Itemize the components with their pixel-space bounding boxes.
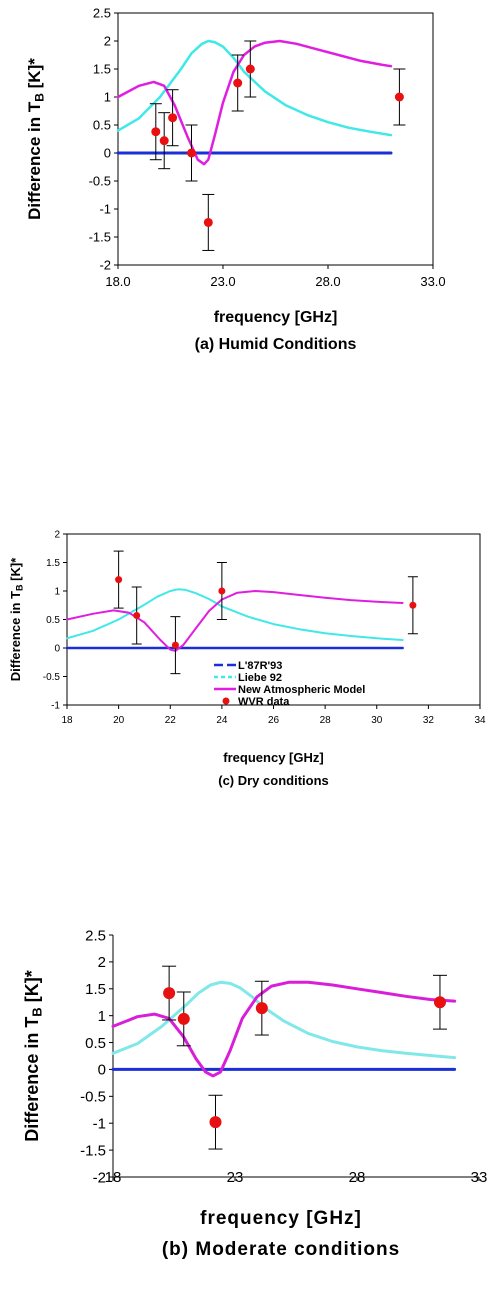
y-axis-label-tail: [K]* [8, 557, 23, 585]
y-tick-label: -0.5 [80, 1089, 106, 1106]
series-line-nam [66, 590, 404, 652]
wvr-point [218, 587, 226, 595]
wvr-point [255, 1002, 268, 1015]
x-tick-label: 18.0 [105, 274, 130, 289]
legend-label-lrr: L'87R'93 [238, 660, 282, 672]
wvr-point [159, 136, 169, 146]
x-tick-label: 32 [423, 715, 435, 726]
y-tick-label: 0 [98, 1062, 106, 1079]
y-tick-label: 2.5 [93, 6, 111, 21]
y-axis-label: Difference in TB [K]* [25, 58, 46, 220]
y-axis-label-tail: [K]* [22, 970, 42, 1007]
x-tick-label: 28.0 [315, 274, 340, 289]
wvr-point [168, 113, 178, 123]
chart-caption: (c) Dry conditions [218, 773, 329, 788]
y-axis-label: Difference in TB [K]* [22, 970, 45, 1141]
x-tick-label: 22 [165, 715, 177, 726]
plot-frame [117, 12, 434, 266]
wvr-point [171, 641, 179, 649]
y-tick-label: 0.5 [46, 615, 60, 626]
y-tick-label: 1 [54, 587, 60, 598]
x-tick-label: 26 [268, 715, 280, 726]
y-tick-label: -1.5 [80, 1142, 106, 1159]
y-tick-label: -2 [93, 1169, 106, 1186]
y-tick-label: 0.5 [85, 1035, 106, 1052]
legend-label-wvr: WVR data [238, 696, 290, 708]
x-tick-label: 34 [474, 715, 486, 726]
y-tick-label: 2 [98, 954, 106, 971]
y-axis-label-main: Difference in T [22, 1017, 42, 1142]
chart-caption: (a) Humid Conditions [195, 336, 357, 353]
series-line-liebe [116, 39, 393, 137]
y-tick-label: -1 [51, 701, 60, 712]
wvr-point [163, 987, 176, 1000]
y-axis-label-main: Difference in T [25, 101, 44, 220]
y-axis-label-sub: B [15, 584, 25, 591]
wvr-point [409, 601, 417, 609]
y-tick-label: 0 [104, 146, 111, 161]
series-line-liebe [111, 980, 457, 1060]
y-tick-label: 1.5 [85, 981, 106, 998]
x-tick-label: 18 [61, 715, 73, 726]
y-tick-label: 2 [54, 530, 60, 541]
y-tick-label: 1 [104, 90, 111, 105]
wvr-point [394, 92, 404, 102]
y-tick-label: 2.5 [85, 927, 106, 944]
legend-marker-wvr [222, 697, 230, 705]
chart-dry: -1 -0.5 0 0.5 1 1.5 2 18 20 22 24 26 28 30 32 34 L'87R'9… [8, 530, 486, 789]
wvr-point [203, 217, 213, 227]
legend-label-nam: New Atmospheric Model [238, 684, 365, 696]
chart-humid: -2 -1.5 -1 -0.5 0 0.5 1 1.5 2 2.5 18.0 23.0 28.0 33.0… [25, 6, 446, 353]
wvr-point [133, 612, 141, 620]
y-tick-label: 0 [54, 644, 60, 655]
chart-moderate: -2 -1.5 -1 -0.5 0 0.5 1 1.5 2 2.5 18 23 28 33 Differen… [22, 927, 487, 1260]
wvr-point [151, 127, 161, 137]
x-tick-label: 28 [349, 1169, 366, 1186]
wvr-point [187, 148, 196, 158]
x-tick-label: 20 [113, 715, 125, 726]
y-tick-label: -1.5 [89, 230, 111, 245]
y-tick-label: -0.5 [43, 672, 61, 683]
wvr-point [433, 996, 446, 1009]
wvr-point [115, 576, 123, 584]
y-tick-label: 0.5 [93, 118, 111, 133]
x-tick-label: 23.0 [210, 274, 235, 289]
y-tick-label: 1.5 [93, 62, 111, 77]
series-line-nam [111, 980, 457, 1078]
x-tick-label: 28 [320, 715, 332, 726]
y-tick-label: 2 [104, 34, 111, 49]
y-axis-label-tail: [K]* [25, 58, 44, 93]
wvr-point [177, 1012, 190, 1025]
x-tick-label: 33.0 [420, 274, 445, 289]
x-axis-label: frequency [GHz] [200, 1208, 362, 1229]
wvr-point [245, 64, 255, 74]
x-tick-label: 24 [216, 715, 228, 726]
y-tick-label: 1.5 [46, 558, 60, 569]
x-tick-label: 30 [371, 715, 383, 726]
wvr-point [233, 78, 243, 88]
y-axis-label-sub: B [32, 93, 46, 102]
legend-label-liebe: Liebe 92 [238, 672, 282, 684]
x-axis-label: frequency [GHz] [214, 309, 338, 326]
wvr-point [209, 1116, 222, 1129]
x-tick-label: 23 [227, 1169, 244, 1186]
y-axis-label: Difference in TB [K]* [8, 557, 25, 681]
x-tick-label: 33 [471, 1169, 488, 1186]
y-tick-label: -2 [99, 258, 111, 273]
series-line-nam [116, 39, 393, 166]
chart-caption: (b) Moderate conditions [162, 1239, 400, 1260]
series-line-liebe [66, 588, 404, 641]
x-axis-label: frequency [GHz] [223, 750, 323, 765]
x-tick-label: 18 [105, 1169, 122, 1186]
y-tick-label: -1 [99, 202, 111, 217]
y-tick-label: 1 [98, 1008, 106, 1025]
y-tick-label: -1 [93, 1115, 106, 1132]
y-axis-label-main: Difference in T [8, 591, 23, 681]
y-axis-label-sub: B [30, 1007, 45, 1016]
y-tick-label: -0.5 [89, 174, 111, 189]
